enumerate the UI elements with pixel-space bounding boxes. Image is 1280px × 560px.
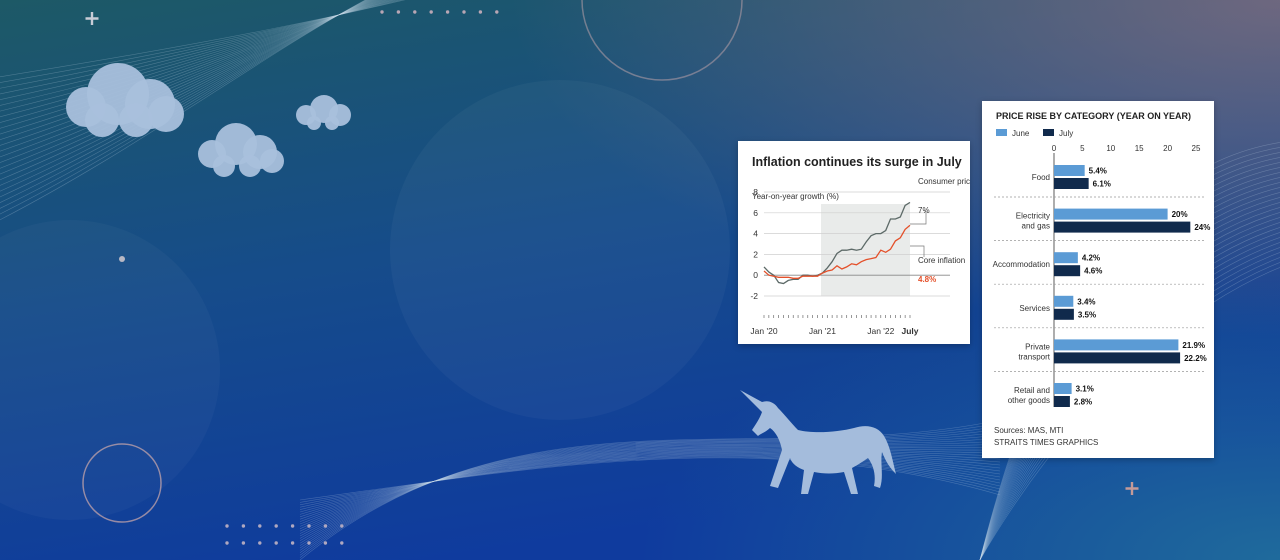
- category-label: Retail and: [1014, 386, 1050, 395]
- arc-top: [581, 0, 743, 81]
- x-tick-label: 20: [1163, 144, 1172, 153]
- chart-title: Inflation continues its surge in July: [752, 155, 962, 169]
- category-label: transport: [1018, 352, 1050, 361]
- cpi-annotation: 7%: [918, 206, 930, 215]
- y-tick-label: 4: [753, 229, 758, 239]
- bar-july: [1054, 396, 1070, 407]
- bar-value-label: 3.5%: [1078, 310, 1096, 319]
- bar-value-label: 3.1%: [1076, 385, 1094, 394]
- x-tick-labels: 0 5 10 15 20 25: [1052, 144, 1201, 153]
- unicorn-icon: [740, 390, 896, 494]
- chart-title: PRICE RISE BY CATEGORY (YEAR ON YEAR): [996, 111, 1191, 121]
- cloud-icon: [66, 63, 184, 137]
- graphics-credit: STRAITS TIMES GRAPHICS: [994, 438, 1098, 447]
- x-tick-label: 25: [1192, 144, 1201, 153]
- y-tick-label: 6: [753, 208, 758, 218]
- category-label: Accommodation: [993, 260, 1050, 269]
- sources-note: Sources: MAS, MTI: [994, 426, 1063, 435]
- cloud-icon: [296, 95, 351, 130]
- bar-value-label: 4.6%: [1084, 267, 1102, 276]
- plus-icon: [1125, 482, 1139, 495]
- bar-value-label: 20%: [1172, 210, 1188, 219]
- cloud-icon: [198, 123, 284, 177]
- y-tick-label: -2: [750, 291, 758, 301]
- y-gridlines: [764, 191, 950, 297]
- dot-row: [380, 10, 499, 14]
- x-ticks: Jan '20 Jan '21 Jan '22 July: [750, 315, 919, 336]
- legend-swatch-june: [996, 129, 1007, 136]
- bar-june: [1054, 252, 1078, 264]
- bar-value-label: 6.1%: [1093, 180, 1111, 189]
- bar-july: [1054, 265, 1081, 277]
- bar-june: [1054, 208, 1168, 220]
- y-tick-label: 8: [753, 187, 758, 197]
- x-tick-label: 10: [1106, 144, 1115, 153]
- plus-icon: [85, 12, 99, 25]
- bar-june: [1054, 295, 1074, 307]
- core-series-label: Core inflation: [918, 256, 965, 265]
- price-rise-bar-chart: PRICE RISE BY CATEGORY (YEAR ON YEAR) Ju…: [993, 111, 1211, 447]
- x-tick-label: 15: [1135, 144, 1144, 153]
- legend-label-june: June: [1012, 129, 1030, 138]
- x-tick-label: 0: [1052, 144, 1057, 153]
- bar-july: [1054, 178, 1089, 189]
- bar-june: [1054, 165, 1085, 176]
- core-annotation: 4.8%: [918, 275, 936, 284]
- inflation-line-chart: 8 6 4 2 0 -2 Jan '20 Jan '21 Jan '22 July Inflat…: [750, 155, 970, 336]
- bar-value-label: 3.4%: [1077, 297, 1095, 306]
- bar-july: [1054, 352, 1181, 364]
- bar-value-label: 5.4%: [1089, 167, 1107, 176]
- bar-value-label: 22.2%: [1184, 354, 1207, 363]
- cpi-series-label: Consumer price index for all items: [918, 177, 970, 186]
- x-tick-label: Jan '22: [867, 326, 894, 336]
- bar-june: [1054, 339, 1179, 351]
- bg-blob: [390, 80, 730, 420]
- bar-value-label: 4.2%: [1082, 254, 1100, 263]
- y-tick-label: 0: [753, 270, 758, 280]
- category-label: and gas: [1022, 222, 1050, 231]
- bar-june: [1054, 383, 1072, 394]
- y-tick-labels: 8 6 4 2 0 -2: [750, 187, 758, 301]
- cpi-leader-line: [910, 211, 927, 225]
- x-tick-label: July: [901, 326, 918, 336]
- x-tick-label: 5: [1080, 144, 1085, 153]
- core-inflation-series-line: [763, 224, 911, 279]
- category-label: Services: [1019, 304, 1050, 313]
- category-label: Electricity: [1016, 212, 1050, 221]
- x-tick-label: Jan '20: [750, 326, 777, 336]
- x-tick-label: Jan '21: [809, 326, 836, 336]
- legend-label-july: July: [1059, 129, 1073, 138]
- core-leader-line: [910, 245, 925, 257]
- dot-grid: [225, 524, 344, 545]
- category-label: Private: [1025, 342, 1050, 351]
- price-rise-chart-card: PRICE RISE BY CATEGORY (YEAR ON YEAR) Ju…: [982, 101, 1214, 458]
- bar-value-label: 21.9%: [1182, 341, 1205, 350]
- bar-july: [1054, 308, 1074, 320]
- y-axis-label: Year-on-year growth (%): [752, 192, 839, 201]
- y-tick-label: 2: [753, 249, 758, 259]
- bar-value-label: 24%: [1194, 223, 1210, 232]
- bar-value-label: 2.8%: [1074, 398, 1092, 407]
- category-label: other goods: [1008, 396, 1050, 405]
- ring-bottom-left: [82, 443, 162, 523]
- category-label: Food: [1032, 173, 1050, 182]
- cpi-series-line: [763, 201, 911, 285]
- dot-icon: [119, 256, 125, 262]
- legend-swatch-july: [1043, 129, 1054, 136]
- bar-july: [1054, 221, 1191, 233]
- inflation-chart-card: 8 6 4 2 0 -2 Jan '20 Jan '21 Jan '22 July Inflat…: [738, 141, 970, 344]
